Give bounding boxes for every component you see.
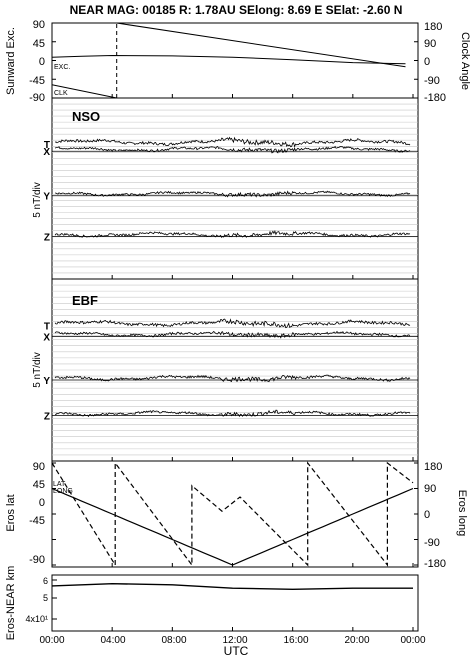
xtick-6: 00:00 [400, 635, 425, 646]
p4-rtick-4: -180 [424, 558, 446, 570]
panel1-ylabel: Sunward Exc. [5, 27, 17, 95]
p4-rtick-1: 90 [424, 483, 436, 495]
x-tick-marks [51, 94, 414, 631]
trace-label-y: Y [43, 376, 50, 387]
p4-rtick-2: 0 [424, 509, 430, 521]
panel4-ticks [52, 462, 418, 566]
panel5-frame [51, 574, 419, 632]
x-axis-label: UTC [224, 644, 249, 656]
trace-t [54, 318, 411, 329]
xtick-4: 16:00 [283, 635, 308, 646]
panel5-ylabel: Eros-NEAR km [5, 566, 17, 641]
p1-ytick-4: -90 [29, 92, 45, 104]
p4-ytick-0: 90 [33, 461, 45, 473]
panel3-label: EBF [72, 293, 98, 308]
p4-annotation-lat: LAT [53, 481, 66, 488]
p4-rtick-3: -90 [424, 537, 440, 549]
trace-label-z: Z [44, 412, 50, 423]
panel3-traces: TX Y Z [43, 318, 418, 423]
panel2-traces: TX Y Z [43, 136, 418, 243]
p1-ytick-1: 45 [33, 38, 45, 50]
p1-ytick-0: 90 [33, 19, 45, 31]
p1-ytick-2: 0 [39, 56, 45, 68]
exc-line [51, 54, 406, 65]
panel2-ylabel: 5 nT/div [32, 182, 43, 218]
xtick-5: 20:00 [344, 635, 369, 646]
xtick-0: 00:00 [39, 635, 64, 646]
figure-title: NEAR MAG: 00185 R: 1.78AU SElong: 8.69 E… [70, 3, 403, 17]
trace-y [54, 374, 411, 383]
trace-label-t: T [44, 321, 50, 332]
p5-ytick-1: 5 [43, 593, 48, 603]
panel-sunward-clock: Sunward Exc. Clock Angle 90 45 0 -45 -90… [5, 19, 471, 104]
trace-label-x: X [43, 332, 50, 343]
p5-ytick-2: 4x10¹ [25, 614, 48, 624]
panel4-ylabel: Eros lat [5, 494, 17, 531]
panel-ebf: EBF 5 nT/div TX Y Z [32, 278, 419, 462]
trace-label-x: X [43, 147, 50, 158]
p4-ytick-2: 0 [39, 497, 45, 509]
trace-label-z: Z [44, 232, 50, 243]
panel5-ticks [52, 579, 57, 620]
p1-rtick-3: -90 [424, 75, 440, 87]
panel4-ylabel-right: Eros long [456, 490, 468, 536]
panel-eros-near-range: Eros-NEAR km 6 5 4x10¹ [5, 566, 419, 641]
p4-ytick-1: 45 [33, 479, 45, 491]
trace-z [54, 409, 411, 418]
xtick-3: 12:00 [222, 635, 247, 646]
panel-nso: NSO 5 nT/div TX Y Z [32, 97, 419, 280]
p1-rtick-2: 0 [424, 56, 430, 68]
trace-label-t: T [44, 140, 50, 151]
panel3-ylabel: 5 nT/div [32, 352, 43, 388]
eros-long-line [51, 461, 414, 568]
eros-lat-line [51, 487, 414, 566]
p1-ytick-3: -45 [29, 75, 45, 87]
panel-eros-lat-long: Eros lat Eros long 90 45 0 -45 -90 180 9… [5, 460, 468, 570]
clock-angle-line [51, 22, 406, 99]
panel2-grid [52, 103, 418, 274]
panel4-frame [51, 460, 419, 568]
xtick-1: 04:00 [100, 635, 125, 646]
p5-ytick-0: 6 [43, 576, 48, 586]
p1-rtick-4: -180 [424, 92, 446, 104]
trace-y [54, 190, 411, 198]
p1-annotation-clk: CLK [54, 90, 68, 97]
trace-z [54, 229, 411, 239]
p4-ytick-3: -45 [29, 515, 45, 527]
trace-label-y: Y [43, 192, 50, 203]
panel1-ylabel-right: Clock Angle [459, 32, 471, 90]
p1-rtick-1: 90 [424, 38, 436, 50]
trace-t [54, 136, 411, 148]
trace-x [54, 330, 411, 339]
p1-rtick-0: 180 [424, 21, 442, 33]
p4-rtick-0: 180 [424, 461, 442, 473]
p4-annotation-long: LONG [53, 488, 73, 495]
trace-x [54, 145, 411, 154]
x-axis: 00:00 04:00 08:00 12:00 16:00 20:00 00:0… [39, 635, 425, 656]
xtick-2: 08:00 [161, 635, 186, 646]
panel3-grid [52, 284, 418, 456]
p4-ytick-4: -90 [29, 554, 45, 566]
panel2-label: NSO [72, 109, 100, 124]
eros-near-range-line [51, 582, 413, 591]
p1-annotation-exc: EXC. [54, 64, 70, 71]
